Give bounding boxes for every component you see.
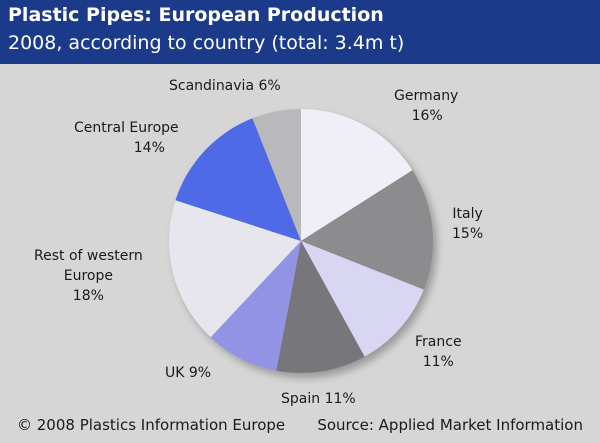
pie-chart-area: Germany 16% Italy 15% France 11% Spain 1… — [0, 64, 600, 409]
label-spain: Spain 11% — [281, 391, 356, 407]
pie-slice-germany — [301, 109, 413, 241]
pie-slice-spain — [276, 241, 365, 373]
chart-title: Plastic Pipes: European Production — [8, 4, 384, 26]
chart-header: Plastic Pipes: European Production 2008,… — [0, 0, 600, 64]
pie-chart — [169, 109, 437, 378]
label-scandinavia: Scandinavia 6% — [169, 78, 281, 94]
pie-slice-france — [301, 241, 424, 357]
pie-slice-central-europe — [175, 118, 301, 241]
pie-slice-italy — [301, 170, 434, 290]
footer-copyright: © 2008 Plastics Information Europe — [17, 416, 286, 434]
label-rest-of-western-europe: Rest of western Europe 18% — [34, 248, 143, 304]
pie-slice-scandinavia — [252, 109, 301, 241]
pie-slice-uk — [210, 241, 301, 371]
label-central-europe: Central Europe 14% — [74, 120, 179, 156]
label-germany: Germany 16% — [394, 88, 459, 124]
pie-slice-rest-of-western-europe — [169, 200, 301, 338]
label-italy: Italy 15% — [452, 206, 484, 242]
footer-source: Source: Applied Market Information — [317, 416, 583, 434]
label-france: France 11% — [415, 334, 462, 370]
label-uk: UK 9% — [165, 365, 212, 381]
chart-subtitle: 2008, according to country (total: 3.4m … — [8, 32, 405, 54]
